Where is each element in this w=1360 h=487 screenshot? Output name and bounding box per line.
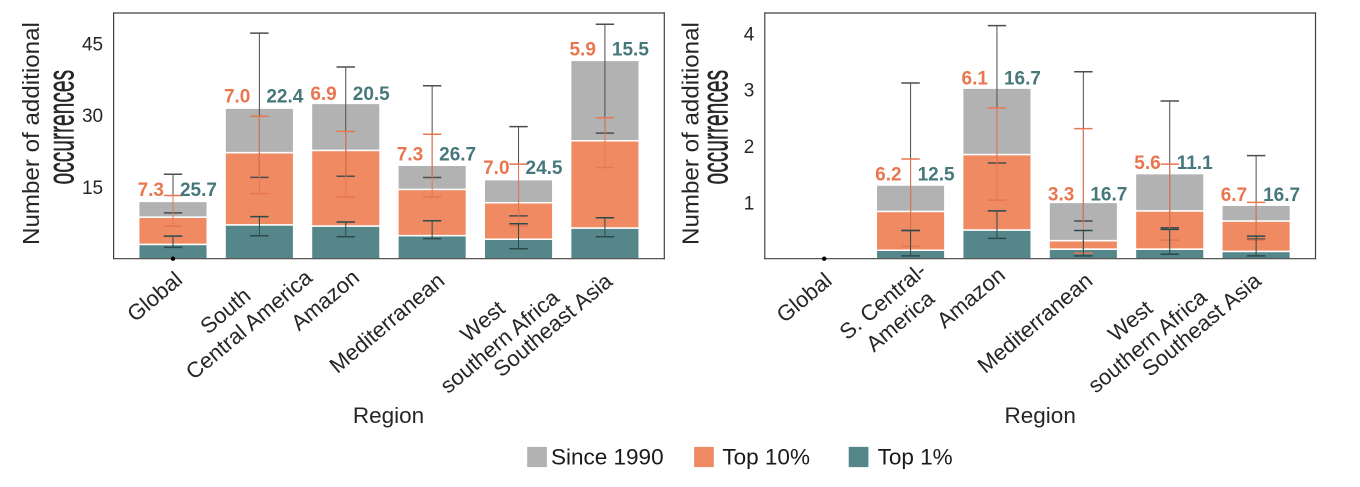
svg-text:22.4: 22.4 [266, 86, 303, 107]
svg-text:1: 1 [744, 193, 755, 214]
svg-text:Number of additional: Number of additional [18, 22, 45, 245]
svg-text:occurrences: occurrences [696, 70, 737, 185]
svg-text:6.7: 6.7 [1221, 185, 1247, 206]
svg-text:11.1: 11.1 [1177, 153, 1213, 174]
svg-text:30: 30 [82, 106, 103, 127]
svg-text:16.7: 16.7 [1263, 185, 1300, 206]
svg-text:6.9: 6.9 [310, 84, 336, 105]
svg-text:25.7: 25.7 [180, 180, 217, 201]
svg-text:16.7: 16.7 [1090, 185, 1127, 206]
svg-text:45: 45 [82, 34, 103, 55]
svg-text:5.9: 5.9 [569, 39, 595, 60]
svg-text:15.5: 15.5 [612, 39, 649, 60]
svg-text:3.3: 3.3 [1048, 185, 1074, 206]
svg-text:12.5: 12.5 [918, 165, 955, 186]
svg-text:20.5: 20.5 [353, 84, 390, 105]
svg-text:7.3: 7.3 [138, 180, 164, 201]
svg-text:Top 1%: Top 1% [878, 445, 953, 470]
svg-text:7.0: 7.0 [483, 158, 509, 179]
svg-text:7.3: 7.3 [397, 145, 423, 166]
svg-text:7.0: 7.0 [224, 86, 250, 107]
svg-text:26.7: 26.7 [439, 145, 476, 166]
svg-text:occurrences: occurrences [42, 70, 83, 185]
svg-text:6.1: 6.1 [962, 69, 989, 90]
svg-text:5.6: 5.6 [1134, 153, 1160, 174]
svg-text:3: 3 [744, 81, 755, 102]
svg-text:2: 2 [744, 137, 755, 158]
svg-text:Number of additional: Number of additional [678, 22, 705, 245]
svg-text:Top 10%: Top 10% [722, 445, 810, 470]
svg-text:Region: Region [1005, 403, 1076, 428]
svg-text:24.5: 24.5 [526, 158, 563, 179]
svg-text:16.7: 16.7 [1004, 69, 1041, 90]
svg-text:Region: Region [353, 403, 424, 428]
svg-text:Since 1990: Since 1990 [551, 445, 664, 470]
svg-text:4: 4 [744, 24, 755, 45]
svg-text:15: 15 [82, 178, 103, 199]
svg-text:6.2: 6.2 [875, 165, 901, 186]
